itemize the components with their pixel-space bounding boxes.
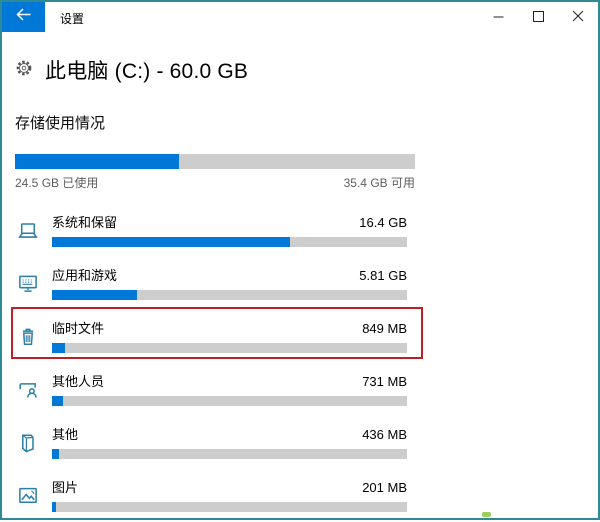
category-size: 849 MB — [362, 320, 407, 336]
category-label: 系统和保留 — [52, 214, 118, 230]
green-speck-artifact — [482, 512, 491, 517]
category-bar-fill — [52, 501, 56, 512]
back-arrow-icon — [15, 7, 32, 27]
trash-icon — [15, 324, 52, 350]
category-row-apps[interactable]: 应用和游戏 5.81 GB — [15, 257, 407, 310]
total-usage-bar-fill — [15, 154, 179, 169]
category-size: 5.81 GB — [359, 267, 407, 283]
category-bar — [52, 395, 407, 406]
category-bar-fill — [52, 236, 290, 247]
back-button[interactable] — [2, 2, 45, 32]
used-label: 24.5 GB 已使用 — [15, 176, 99, 190]
other-people-icon — [15, 377, 52, 403]
category-row-pictures[interactable]: 图片 201 MB — [15, 469, 407, 522]
category-label: 其他人员 — [52, 373, 105, 389]
folder-page-icon — [15, 430, 52, 456]
category-bar-fill — [52, 342, 65, 353]
close-icon — [572, 9, 584, 27]
minimize-button[interactable] — [478, 2, 518, 34]
maximize-icon — [532, 9, 544, 27]
category-row-system[interactable]: 系统和保留 16.4 GB — [15, 204, 407, 257]
close-button[interactable] — [558, 2, 598, 34]
category-bar — [52, 236, 407, 247]
category-bar — [52, 289, 407, 300]
free-label: 35.4 GB 可用 — [343, 176, 415, 190]
category-label: 图片 — [52, 479, 79, 495]
category-row-other[interactable]: 其他 436 MB — [15, 416, 407, 469]
maximize-button[interactable] — [518, 2, 558, 34]
pictures-icon — [15, 483, 52, 509]
category-bar-fill — [52, 289, 138, 300]
category-size: 731 MB — [362, 373, 407, 389]
category-label: 应用和游戏 — [52, 267, 118, 283]
monitor-apps-icon — [15, 271, 52, 297]
category-row-temp-files[interactable]: 临时文件 849 MB — [11, 307, 423, 363]
category-size: 436 MB — [362, 426, 407, 442]
category-bar — [52, 501, 407, 512]
total-usage-bar — [15, 154, 415, 169]
total-usage-labels: 24.5 GB 已使用 35.4 GB 可用 — [15, 174, 415, 191]
window-controls — [478, 2, 598, 34]
titlebar: 设置 — [2, 2, 598, 34]
category-size: 16.4 GB — [359, 214, 407, 230]
category-bar — [52, 448, 407, 459]
page-title: 此电脑 (C:) - 60.0 GB — [45, 60, 249, 83]
category-size: 201 MB — [362, 479, 407, 495]
minimize-icon — [493, 9, 504, 27]
category-bar-fill — [52, 448, 60, 459]
category-bar-fill — [52, 395, 64, 406]
section-title: 存储使用情况 — [15, 115, 106, 132]
page-header: 此电脑 (C:) - 60.0 GB — [15, 55, 598, 85]
gear-icon — [15, 59, 33, 82]
category-list: 系统和保留 16.4 GB 应用和游戏 5.81 GB — [11, 204, 423, 522]
laptop-icon — [15, 218, 52, 244]
window-title: 设置 — [60, 11, 85, 26]
category-row-other-people[interactable]: 其他人员 731 MB — [15, 363, 407, 416]
category-bar — [52, 342, 407, 353]
category-label: 其他 — [52, 426, 79, 442]
category-label: 临时文件 — [52, 320, 105, 336]
